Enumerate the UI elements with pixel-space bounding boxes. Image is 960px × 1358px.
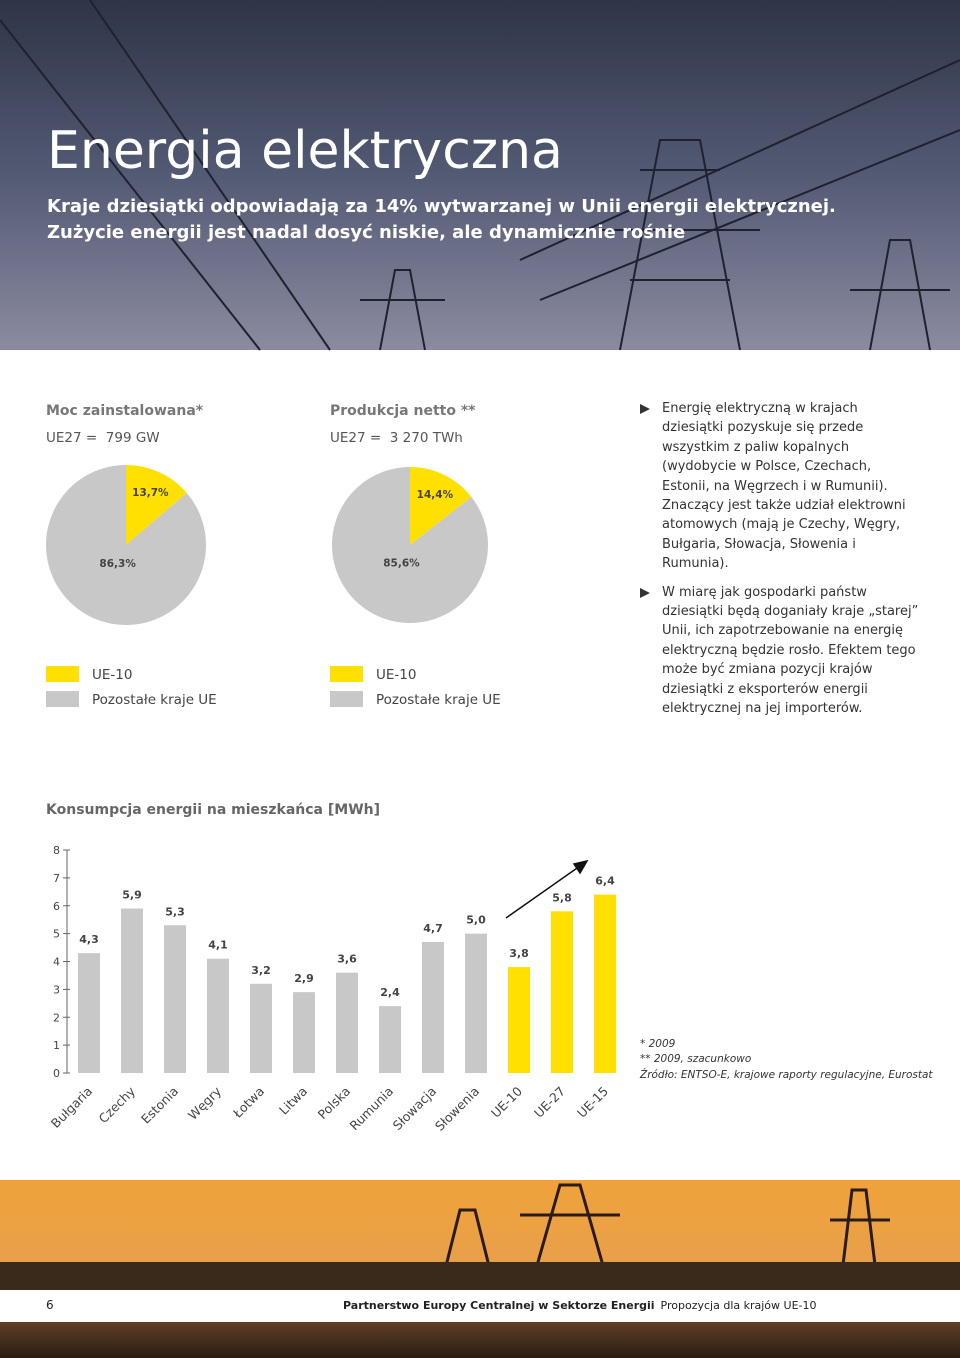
- x-tick-label: Bułgaria: [48, 1084, 95, 1131]
- chart-subtitle: UE27 = 799 GW: [46, 430, 160, 446]
- bar: [164, 925, 186, 1073]
- x-tick-label: Rumunia: [346, 1084, 396, 1134]
- legend-swatch: [330, 691, 363, 707]
- legend-swatch: [330, 666, 363, 682]
- pie-slice: [410, 467, 472, 545]
- pie-slice: [332, 467, 489, 624]
- slice-label: 85,6%: [383, 558, 420, 570]
- page-subtitle: Kraje dziesiątki odpowiadają za 14% wytw…: [47, 196, 836, 243]
- legend-swatch: [46, 666, 79, 682]
- bullet-list: Energię elektryczną w krajach dziesiątki…: [640, 399, 920, 728]
- bar: [250, 983, 272, 1073]
- y-tick-label: 2: [53, 1011, 60, 1024]
- header-photo: [0, 0, 960, 350]
- x-tick-label: Estonia: [138, 1084, 181, 1127]
- slice-label: 14,4%: [417, 489, 454, 501]
- bar-value-label: 4,3: [79, 933, 99, 946]
- pie-slice: [126, 465, 187, 545]
- pylon-decoration: [438, 1183, 890, 1291]
- bar-value-label: 6,4: [595, 875, 615, 888]
- chart-title: Produkcja netto **: [330, 403, 476, 419]
- bar: [508, 967, 530, 1073]
- x-tick-label: Litwa: [276, 1084, 310, 1118]
- bar: [594, 894, 616, 1073]
- bar-value-label: 3,2: [251, 964, 271, 977]
- source-note: Źródło: ENTSO-E, krajowe raporty regulac…: [639, 1068, 933, 1081]
- y-tick-label: 3: [53, 983, 60, 996]
- bar: [207, 958, 229, 1073]
- footer-band: [0, 1290, 960, 1322]
- x-tick-label: Słowenia: [432, 1084, 482, 1134]
- y-tick-label: 0: [53, 1067, 60, 1080]
- bar: [293, 992, 315, 1073]
- chart-title: Moc zainstalowana*: [46, 403, 204, 419]
- note: ** 2009, szacunkowo: [640, 1053, 751, 1065]
- chart-title: Konsumpcja energii na mieszkańca [MWh]: [46, 802, 380, 818]
- x-tick-label: UE-15: [574, 1084, 611, 1121]
- bar: [379, 1006, 401, 1073]
- x-tick-label: UE-27: [531, 1084, 568, 1121]
- legend-label: Pozostałe kraje UE: [92, 692, 217, 708]
- slice-label: 13,7%: [132, 487, 169, 499]
- bar: [121, 908, 143, 1073]
- horizon: [0, 1262, 960, 1290]
- bar: [465, 933, 487, 1073]
- bar-value-label: 5,9: [122, 889, 142, 902]
- x-tick-label: Polska: [315, 1084, 353, 1122]
- legend-label: Pozostałe kraje UE: [376, 692, 501, 708]
- pylon-decoration: [0, 0, 960, 351]
- bar: [78, 953, 100, 1073]
- bar-value-label: 5,3: [165, 905, 185, 918]
- footer-subtitle: Propozycja dla krajów UE-10: [661, 1299, 817, 1312]
- footer-title: Partnerstwo Europy Centralnej w Sektorze…: [343, 1299, 655, 1312]
- trend-arrow: [505, 859, 589, 919]
- slice-label: 86,3%: [99, 558, 136, 570]
- bar-value-label: 5,0: [466, 914, 486, 927]
- page-number: 6: [46, 1298, 54, 1312]
- bar-value-label: 4,1: [208, 939, 228, 952]
- legend-label: UE-10: [376, 667, 416, 683]
- y-tick-label: 8: [53, 844, 60, 857]
- note: * 2009: [640, 1038, 676, 1050]
- bar: [336, 972, 358, 1073]
- x-tick-label: UE-10: [488, 1083, 525, 1120]
- legend-swatch: [46, 691, 79, 707]
- bar-value-label: 5,8: [552, 891, 572, 904]
- y-tick-label: 1: [53, 1039, 60, 1052]
- x-tick-label: Słowacja: [390, 1084, 440, 1134]
- bar-value-label: 4,7: [423, 922, 443, 935]
- bar-value-label: 2,9: [294, 972, 314, 985]
- pie-slice: [45, 465, 206, 625]
- bar-value-label: 3,6: [337, 953, 357, 966]
- bar: [422, 941, 444, 1073]
- bar-value-label: 3,8: [509, 947, 529, 960]
- footer-text: Partnerstwo Europy Centralnej w Sektorze…: [343, 1299, 817, 1312]
- y-tick-label: 5: [53, 928, 60, 941]
- x-tick-label: Czechy: [96, 1083, 139, 1126]
- y-tick-label: 6: [53, 900, 60, 913]
- chart-subtitle: UE27 = 3 270 TWh: [330, 430, 463, 446]
- bullet-item: Energię elektryczną w krajach dziesiątki…: [640, 399, 920, 574]
- bullet-item: W miarę jak gospodarki państw dziesiątki…: [640, 583, 920, 719]
- x-tick-label: Łotwa: [229, 1084, 267, 1122]
- x-tick-label: Węgry: [185, 1083, 225, 1123]
- legend-label: UE-10: [92, 667, 132, 683]
- y-tick-label: 4: [53, 956, 60, 969]
- bar: [551, 911, 573, 1073]
- y-tick-label: 7: [53, 872, 60, 885]
- page-title: Energia elektryczna: [47, 121, 563, 181]
- bar-value-label: 2,4: [380, 986, 400, 999]
